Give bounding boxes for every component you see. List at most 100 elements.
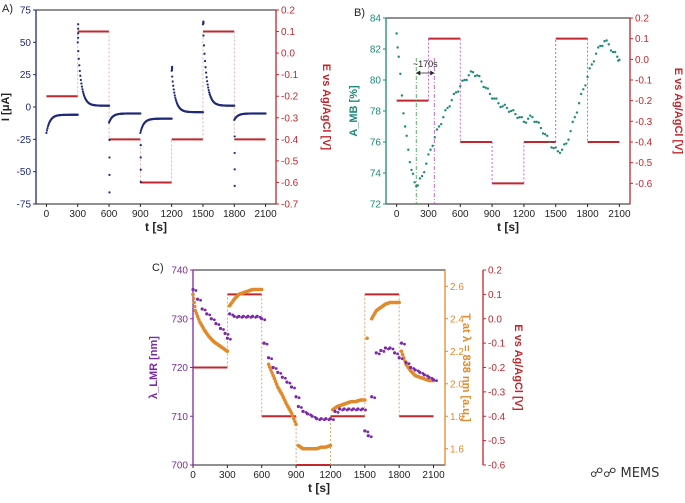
absorbance-point — [397, 55, 400, 58]
absorbance-point — [450, 98, 453, 102]
transmission-point — [191, 292, 195, 297]
transmission-point — [191, 296, 196, 301]
panel-label-a: A) — [2, 3, 13, 15]
lmr-point — [270, 357, 273, 361]
x-tick-label: 2100 — [422, 470, 445, 481]
lmr-point — [435, 379, 438, 383]
lmr-point — [289, 385, 294, 389]
right-axis-a-tick-label: -0.3 — [281, 113, 299, 124]
absorbance-point — [524, 121, 528, 124]
absorbance-point — [616, 55, 619, 58]
current-point — [82, 92, 85, 95]
y-axis-label-a: I [μA] — [0, 93, 12, 121]
absorbance-point — [431, 144, 434, 148]
x-tick-label: 300 — [219, 470, 236, 481]
y-tick-label: 730 — [171, 314, 188, 325]
current-point — [203, 52, 206, 55]
absorbance-point — [565, 142, 568, 145]
right-axis-c-transmission-tick-label: 2.2 — [450, 347, 464, 358]
current-spike-point — [170, 68, 174, 71]
lmr-point — [319, 417, 323, 421]
current-spike-point — [108, 191, 111, 194]
absorbance-point — [435, 128, 439, 131]
absorbance-point — [588, 67, 591, 70]
x-tick-label: 1800 — [223, 209, 246, 220]
absorbance-point — [605, 39, 608, 42]
lmr-point — [294, 395, 298, 399]
x-axis-label: t [s] — [497, 220, 519, 234]
lmr-point — [205, 312, 209, 316]
lmr-point — [422, 373, 426, 377]
right-axis-b-tick-label: 0.0 — [635, 55, 649, 66]
absorbance-point — [486, 87, 490, 90]
lmr-point — [217, 323, 221, 327]
y-tick-label: 72 — [370, 200, 382, 211]
current-point — [80, 85, 84, 88]
x-axis-label: t [s] — [145, 220, 167, 234]
lmr-point — [255, 314, 259, 318]
transmission-point — [397, 300, 401, 305]
absorbance-point — [611, 50, 615, 54]
current-spike-point — [139, 144, 142, 147]
absorbance-point — [503, 103, 507, 107]
right-axis-a-tick-label: -0.1 — [281, 70, 299, 81]
absorbance-point — [529, 114, 532, 117]
absorbance-point — [577, 102, 581, 105]
lmr-point — [218, 326, 223, 331]
lmr-point — [288, 381, 292, 385]
absorbance-point — [418, 177, 422, 180]
right-axis-a-tick-label: -0.5 — [281, 156, 299, 167]
absorbance-point — [469, 70, 473, 73]
lmr-point — [260, 317, 264, 321]
lmr-point — [279, 371, 283, 375]
y-tick-label: 0 — [25, 103, 31, 114]
current-point — [172, 88, 175, 91]
transmission-point — [293, 419, 297, 424]
right-axis-b-tick-label: 0.1 — [635, 34, 649, 45]
current-point — [201, 111, 205, 114]
absorbance-point — [599, 44, 602, 48]
right-axis-c-transmission-tick-label: 2.0 — [450, 379, 464, 390]
y-tick-label: 700 — [171, 461, 188, 472]
lmr-point — [301, 409, 305, 413]
current-point — [208, 91, 211, 94]
transmission-point — [271, 373, 275, 378]
right-axis-c-potential-tick-label: 0.2 — [488, 266, 502, 277]
current-point — [171, 75, 174, 78]
lmr-point — [271, 365, 275, 370]
lmr-point — [363, 429, 367, 433]
current-point — [173, 91, 176, 94]
absorbance-point — [552, 147, 555, 150]
lmr-point — [225, 336, 229, 340]
lmr-point — [191, 287, 195, 292]
current-point — [77, 57, 80, 60]
lmr-point — [222, 328, 225, 331]
current-point — [172, 84, 175, 87]
right-axis-c-potential-label: E vs Ag/AgCl [V] — [512, 324, 524, 411]
x-tick-label: 1800 — [576, 209, 599, 220]
current-spike-point — [108, 156, 111, 159]
lmr-point — [237, 314, 241, 318]
right-axis-c-transmission-tick-label: 1.6 — [450, 444, 464, 455]
right-axis-b-tick-label: -0.3 — [635, 117, 653, 128]
x-tick-label: 2100 — [608, 209, 631, 220]
x-tick-label: 0 — [394, 209, 400, 220]
current-point — [174, 98, 177, 101]
x-tick-label: 1500 — [545, 209, 568, 220]
transmission-point — [259, 287, 264, 292]
lmr-point — [373, 396, 377, 400]
current-point — [170, 117, 173, 120]
x-tick-label: 1500 — [192, 209, 215, 220]
y-tick-label: 75 — [20, 6, 32, 17]
current-point — [205, 76, 208, 79]
absorbance-point — [459, 85, 462, 88]
right-axis-c-potential-tick-label: -0.2 — [488, 363, 506, 374]
right-axis-a-tick-label: 0.0 — [281, 49, 295, 60]
absorbance-point — [493, 97, 496, 100]
lmr-point — [315, 417, 319, 421]
absorbance-point — [396, 46, 399, 49]
lmr-point — [332, 418, 335, 422]
transmission-point — [290, 414, 295, 418]
absorbance-point — [476, 74, 479, 77]
x-tick-label: 300 — [420, 209, 437, 220]
